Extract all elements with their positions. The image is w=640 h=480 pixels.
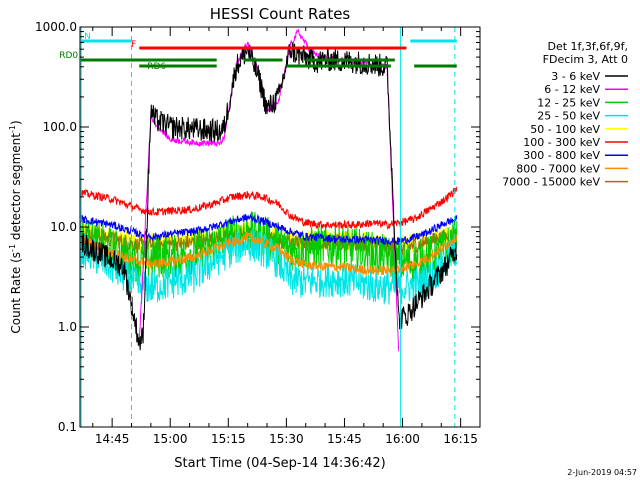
legend-entry-label: 12 - 25 keV: [537, 96, 600, 109]
x-axis-ticks: 14:45 15:00 15:15 15:30 15:45 16:00 16:15: [92, 27, 481, 446]
legend-entry-label: 7000 - 15000 keV: [502, 176, 600, 189]
x-tick-label: 15:00: [153, 432, 188, 446]
state-bar-label: N: [84, 32, 91, 42]
y-axis-label-end: ): [9, 120, 23, 125]
legend-entry-label: 25 - 50 keV: [537, 110, 600, 123]
y-axis-label: Count Rate (s-1 detector segment-1): [8, 120, 23, 333]
y-axis-ticks: 0.1 1.0 10.0 100.0 1000.0: [35, 20, 480, 434]
x-tick-label: 16:15: [443, 432, 478, 446]
y-axis-label-main: Count Rate (s: [9, 252, 23, 334]
x-tick-label: 16:00: [385, 432, 420, 446]
state-bar-label: RD6: [147, 62, 166, 72]
y-axis-label-superscript-1: -1: [8, 244, 17, 252]
generation-timestamp: 2-Jun-2019 04:57: [567, 468, 637, 477]
series-line: [138, 28, 400, 352]
y-axis-label-middle: detector segment: [9, 133, 23, 244]
y-tick-label: 1000.0: [35, 20, 77, 34]
legend-entry-label: 50 - 100 keV: [530, 123, 600, 136]
series-line: [80, 227, 458, 305]
y-tick-label: 0.1: [58, 420, 77, 434]
legend-entry-label: 800 - 7000 keV: [516, 162, 600, 175]
legend-entry-label: 100 - 300 keV: [523, 136, 600, 149]
time-markers: [80, 27, 456, 427]
legend: Det 1f,3f,6f,9f,FDecim 3, Att 0 3 - 6 keV…: [502, 40, 628, 189]
chart-title: HESSI Count Rates: [210, 5, 351, 23]
legend-entry-label: 6 - 12 keV: [544, 83, 600, 96]
x-tick-label: 15:15: [211, 432, 246, 446]
legend-entry-label: 3 - 6 keV: [551, 70, 600, 83]
y-tick-label: 100.0: [43, 120, 77, 134]
series-line: [80, 42, 458, 351]
state-bars: N F RD0 RD6: [59, 32, 457, 72]
y-tick-label: 10.0: [50, 220, 77, 234]
state-bar-label: F: [131, 40, 136, 50]
x-axis-label: Start Time (04-Sep-14 14:36:42): [174, 456, 385, 471]
x-tick-label: 15:30: [269, 432, 304, 446]
legend-header-line: Det 1f,3f,6f,9f,: [547, 40, 628, 53]
y-tick-label: 1.0: [58, 320, 77, 334]
y-axis-label-superscript-2: -1: [8, 125, 17, 133]
x-tick-label: 14:45: [95, 432, 130, 446]
legend-entry-label: 300 - 800 keV: [523, 149, 600, 162]
series-traces: [80, 28, 458, 352]
x-tick-label: 15:45: [327, 432, 362, 446]
state-bar-label: RD0: [59, 51, 78, 61]
legend-header-line: FDecim 3, Att 0: [543, 53, 628, 66]
